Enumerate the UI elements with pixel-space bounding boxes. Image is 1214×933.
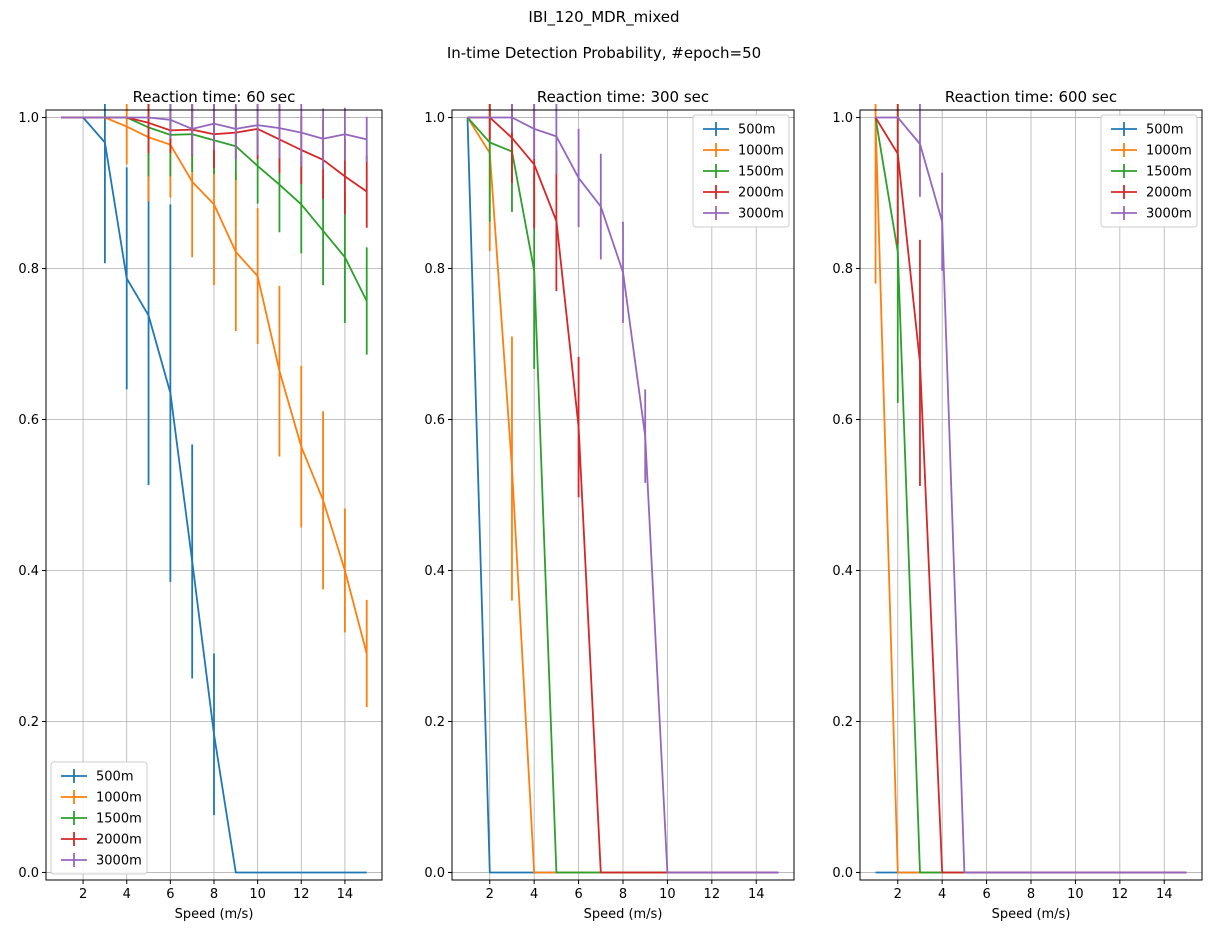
legend-label: 1500m <box>738 165 784 180</box>
y-tick-label: 0.8 <box>832 262 853 277</box>
series-line <box>875 116 1187 874</box>
series-line <box>467 116 779 874</box>
legend-label: 3000m <box>1146 207 1192 222</box>
y-tick-label: 0.0 <box>18 866 39 881</box>
y-tick-label: 0.8 <box>18 262 39 277</box>
chart-panel-2: 2 4 6 8 10 12 14 0.0 0.2 0.4 0.6 0.8 1.0 Reaction tim… <box>424 88 795 922</box>
legend-label: 1000m <box>738 144 784 159</box>
x-axis-label: Speed (m/s) <box>175 907 254 922</box>
y-tick-label: 0.4 <box>18 564 39 579</box>
x-tick-label: 4 <box>938 887 946 902</box>
x-tick-label: 12 <box>1112 887 1129 902</box>
y-tick-label: 0.6 <box>832 413 853 428</box>
x-axis-label: Speed (m/s) <box>584 907 663 922</box>
legend-label: 500m <box>1146 123 1183 138</box>
y-tick-label: 0.0 <box>832 866 853 881</box>
x-tick-label: 2 <box>486 887 494 902</box>
x-tick-label: 14 <box>1156 887 1173 902</box>
x-tick-label: 12 <box>293 887 310 902</box>
y-tick-label: 0.8 <box>424 262 445 277</box>
series-1000m <box>61 104 368 708</box>
series-500m <box>61 104 367 874</box>
series-line <box>61 116 368 654</box>
chart-title: Reaction time: 300 sec <box>537 88 709 106</box>
y-tick-label: 1.0 <box>832 111 853 126</box>
legend-label: 1500m <box>96 812 142 827</box>
x-tick-label: 8 <box>210 887 218 902</box>
x-tick-label: 10 <box>1067 887 1084 902</box>
legend-label: 1500m <box>1146 165 1192 180</box>
legend-label: 2000m <box>96 833 142 848</box>
chart-panel-1: 2 4 6 8 10 12 14 0.0 0.2 0.4 0.6 0.8 1.0 Reaction tim… <box>18 88 383 922</box>
legend-label: 2000m <box>1146 186 1192 201</box>
legend-label: 500m <box>96 770 133 785</box>
y-tick-label: 0.4 <box>832 564 853 579</box>
x-tick-label: 8 <box>1027 887 1035 902</box>
x-tick-label: 6 <box>166 887 174 902</box>
x-tick-label: 4 <box>123 887 131 902</box>
legend-frame <box>692 114 790 228</box>
legend-label: 500m <box>738 123 775 138</box>
x-tick-label: 6 <box>574 887 582 902</box>
x-tick-label: 14 <box>337 887 354 902</box>
legend-label: 1000m <box>1146 144 1192 159</box>
y-tick-label: 0.6 <box>424 413 445 428</box>
legend-label: 2000m <box>738 186 784 201</box>
legend: 500m 1000m 1500m 2000m 3000m <box>50 761 148 875</box>
legend-label: 3000m <box>738 207 784 222</box>
x-tick-label: 8 <box>619 887 627 902</box>
y-tick-label: 1.0 <box>424 111 445 126</box>
y-tick-label: 0.4 <box>424 564 445 579</box>
y-tick-label: 0.2 <box>424 715 445 730</box>
legend-frame <box>1100 114 1198 228</box>
y-tick-label: 0.2 <box>18 715 39 730</box>
x-tick-label: 2 <box>894 887 902 902</box>
legend-label: 1000m <box>96 791 142 806</box>
legend: 500m 1000m 1500m 2000m 3000m <box>692 114 790 228</box>
y-tick-label: 1.0 <box>18 111 39 126</box>
y-tick-label: 0.0 <box>424 866 445 881</box>
legend: 500m 1000m 1500m 2000m 3000m <box>1100 114 1198 228</box>
series-3000m <box>875 104 1187 874</box>
chart-title: Reaction time: 600 sec <box>945 88 1117 106</box>
y-tick-label: 0.6 <box>18 413 39 428</box>
x-tick-label: 2 <box>79 887 87 902</box>
series-3000m <box>61 104 368 169</box>
figure-subtitle: In-time Detection Probability, #epoch=50 <box>447 44 761 62</box>
x-tick-label: 10 <box>659 887 676 902</box>
legend-label: 3000m <box>96 854 142 869</box>
series-line <box>61 116 367 874</box>
y-tick-label: 0.2 <box>832 715 853 730</box>
chart-title: Reaction time: 60 sec <box>133 88 296 106</box>
x-tick-label: 10 <box>249 887 266 902</box>
x-tick-label: 4 <box>530 887 538 902</box>
series-3000m <box>467 104 779 874</box>
chart-panel-3: 2 4 6 8 10 12 14 0.0 0.2 0.4 0.6 0.8 1.0 Reaction tim… <box>832 88 1203 922</box>
x-axis-label: Speed (m/s) <box>992 907 1071 922</box>
x-tick-label: 12 <box>704 887 721 902</box>
x-tick-label: 14 <box>748 887 765 902</box>
series-line <box>61 116 367 141</box>
x-tick-label: 6 <box>982 887 990 902</box>
legend-frame <box>50 761 148 875</box>
figure-suptitle: IBI_120_MDR_mixed <box>528 8 679 27</box>
